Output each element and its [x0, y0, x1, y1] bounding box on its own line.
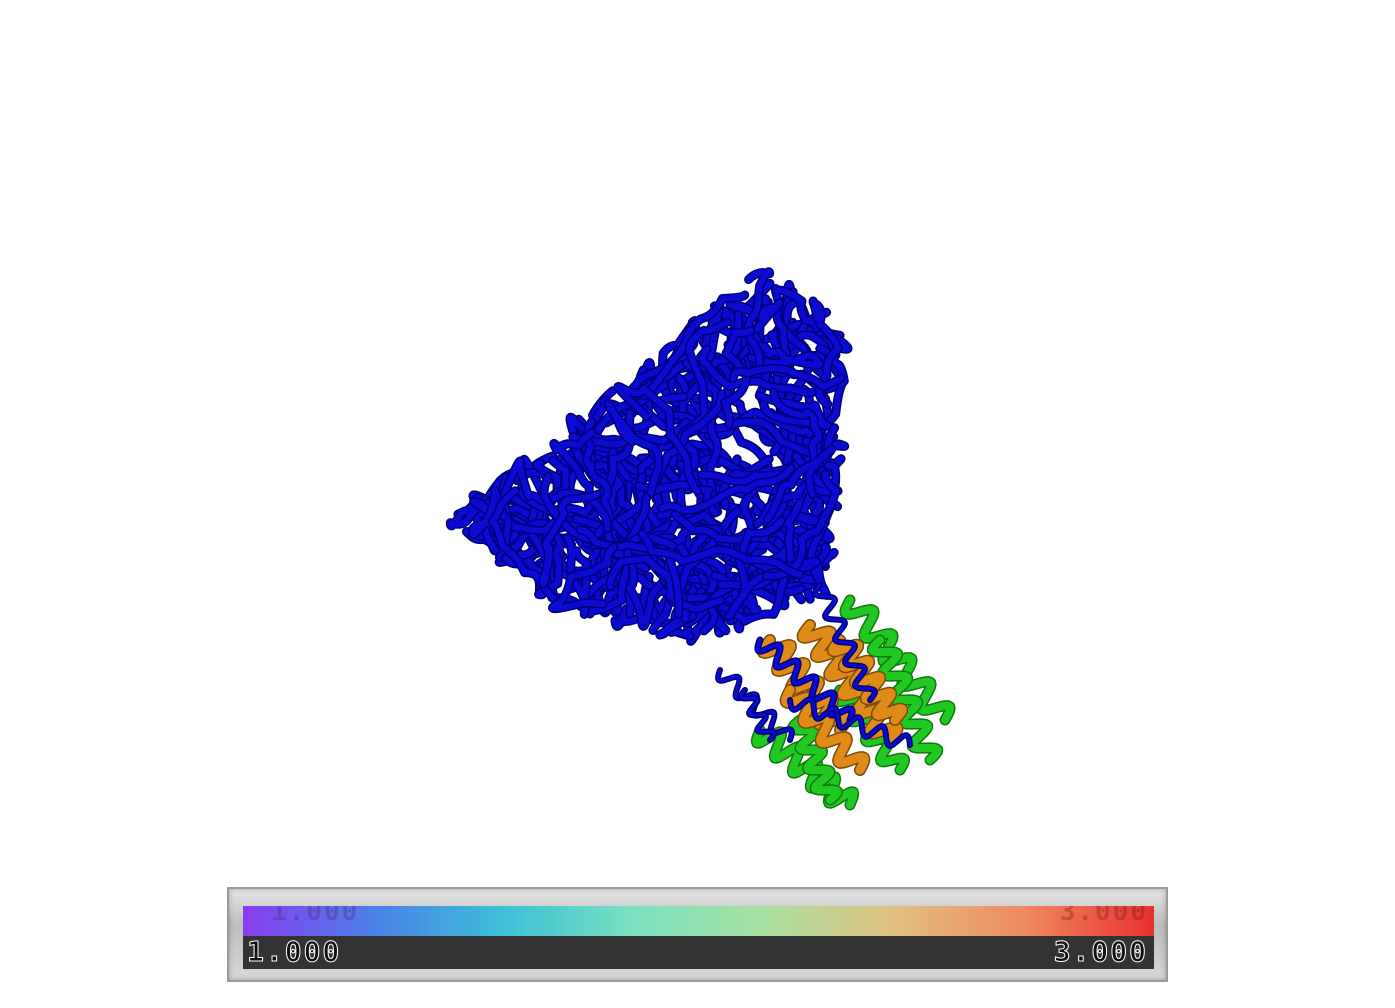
color-scale-gradient: 1.000 3.000 [243, 906, 1154, 936]
color-scale-ghost-min: 1.000 [271, 906, 359, 927]
color-scale-label-row: 1.000 3.000 [243, 936, 1154, 969]
color-scale-max-label: 3.000 [1053, 935, 1148, 968]
color-scale-min-label: 1.000 [246, 935, 342, 968]
color-scale-ghost-max: 3.000 [1060, 906, 1148, 927]
color-scale-bar: 1.000 3.000 1.000 3.000 [227, 887, 1168, 982]
main-chain-tubes [445, 267, 853, 646]
